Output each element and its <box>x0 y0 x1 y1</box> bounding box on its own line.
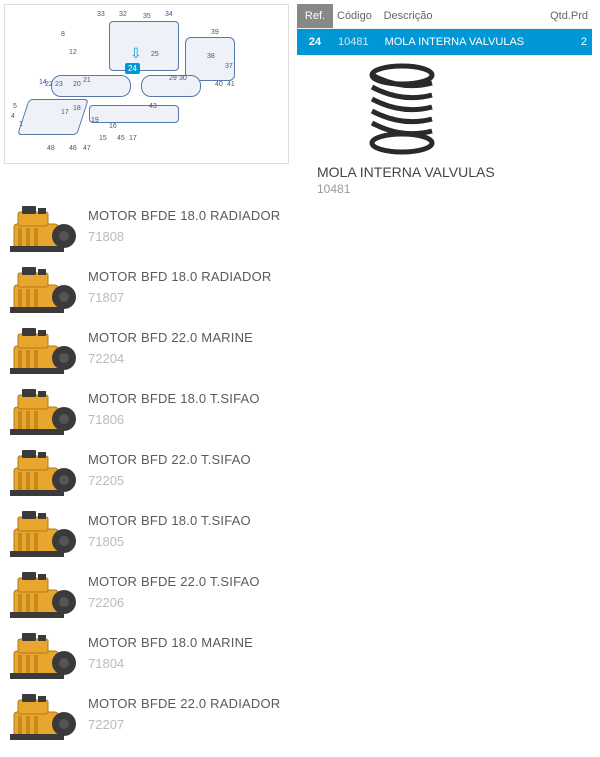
diagram-ref-number: 30 <box>179 75 187 82</box>
spring-icon <box>347 63 457 158</box>
diagram-ref-number: 35 <box>143 13 151 20</box>
motor-item[interactable]: MOTOR BFD 22.0 T.SIFAO 72205 <box>8 448 306 503</box>
product-preview: MOLA INTERNA VALVULAS 10481 <box>297 63 592 196</box>
diagram-ref-number: 34 <box>165 11 173 18</box>
parts-table: Ref. Código Descrição Qtd.Prd 24 10481 M… <box>297 4 592 55</box>
diagram-ref-number: 38 <box>207 53 215 60</box>
col-ref: Ref. <box>297 4 333 29</box>
diagram-ref-number: 22 <box>45 81 53 88</box>
motors-list: MOTOR BFDE 18.0 RADIADOR 71808 MOTOR BFD… <box>0 200 600 757</box>
diagram-ref-number: 19 <box>91 117 99 124</box>
motor-item[interactable]: MOTOR BFD 18.0 T.SIFAO 71805 <box>8 509 306 564</box>
diagram-ref-number: 32 <box>119 11 127 18</box>
motor-thumb <box>8 509 78 564</box>
motor-thumb <box>8 387 78 442</box>
motor-thumb <box>8 265 78 320</box>
diagram-ref-number: 16 <box>109 123 117 130</box>
motor-code: 71808 <box>88 229 280 244</box>
product-title: MOLA INTERNA VALVULAS <box>317 164 592 180</box>
product-code: 10481 <box>317 182 592 196</box>
diagram-ref-number: 8 <box>61 31 65 38</box>
motor-name: MOTOR BFD 18.0 RADIADOR <box>88 269 272 284</box>
diagram-ref-number: 17 <box>61 109 69 116</box>
col-descricao: Descrição <box>380 4 543 29</box>
motor-name: MOTOR BFDE 18.0 T.SIFAO <box>88 391 260 406</box>
motor-code: 72204 <box>88 351 253 366</box>
diagram-ref-number: 41 <box>227 81 235 88</box>
motor-thumb <box>8 326 78 381</box>
cell-ref: 24 <box>297 29 333 56</box>
motor-code: 71804 <box>88 656 253 671</box>
motor-code: 72207 <box>88 717 280 732</box>
diagram-ref-number: 1 <box>19 121 23 128</box>
diagram-ref-number: 29 <box>169 75 177 82</box>
diagram-ref-number: 15 <box>99 135 107 142</box>
motor-item[interactable]: MOTOR BFD 22.0 MARINE 72204 <box>8 326 306 381</box>
diagram-ref-number: 46 <box>69 145 77 152</box>
cell-codigo: 10481 <box>333 29 380 56</box>
motor-thumb <box>8 448 78 503</box>
motor-item[interactable]: MOTOR BFDE 18.0 RADIADOR 71808 <box>8 204 306 259</box>
diagram-ref-number: 4 <box>11 113 15 120</box>
exploded-diagram[interactable]: ⇩ 24 33 32 35 34 8 39 12 38 25 14 37 2021 2223 2930 41… <box>4 4 289 164</box>
cell-descricao: MOLA INTERNA VALVULAS <box>380 29 543 56</box>
diagram-ref-number: 48 <box>47 145 55 152</box>
motor-item[interactable]: MOTOR BFDE 18.0 T.SIFAO 71806 <box>8 387 306 442</box>
motor-item[interactable]: MOTOR BFD 18.0 RADIADOR 71807 <box>8 265 306 320</box>
motor-code: 72206 <box>88 595 260 610</box>
diagram-ref-number: 23 <box>55 81 63 88</box>
col-qtd: Qtd.Prd <box>542 4 592 29</box>
diagram-ref-number: 18 <box>73 105 81 112</box>
motor-thumb <box>8 631 78 686</box>
parts-table-row-selected[interactable]: 24 10481 MOLA INTERNA VALVULAS 2 <box>297 29 592 56</box>
diagram-ref-number: 37 <box>225 63 233 70</box>
diagram-ref-number: 20 <box>73 81 81 88</box>
diagram-ref-number: 25 <box>151 51 159 58</box>
diagram-ref-number: 17 <box>129 135 137 142</box>
motor-name: MOTOR BFD 22.0 MARINE <box>88 330 253 345</box>
motor-name: MOTOR BFD 18.0 MARINE <box>88 635 253 650</box>
motor-name: MOTOR BFD 18.0 T.SIFAO <box>88 513 251 528</box>
diagram-ref-number: 40 <box>215 81 223 88</box>
diagram-ref-number: 33 <box>97 11 105 18</box>
diagram-ref-number: 12 <box>69 49 77 56</box>
motor-code: 72205 <box>88 473 251 488</box>
motor-item[interactable]: MOTOR BFDE 22.0 RADIADOR 72207 <box>8 692 306 747</box>
motor-thumb <box>8 570 78 625</box>
motor-item[interactable]: MOTOR BFD 18.0 MARINE 71804 <box>8 631 306 686</box>
diagram-ref-number: 45 <box>117 135 125 142</box>
motor-item[interactable]: MOTOR BFDE 22.0 T.SIFAO 72206 <box>8 570 306 625</box>
motor-name: MOTOR BFDE 22.0 RADIADOR <box>88 696 280 711</box>
parts-table-header: Ref. Código Descrição Qtd.Prd <box>297 4 592 29</box>
motor-name: MOTOR BFD 22.0 T.SIFAO <box>88 452 251 467</box>
motor-code: 71806 <box>88 412 260 427</box>
diagram-ref-number: 47 <box>83 145 91 152</box>
motor-code: 71807 <box>88 290 272 305</box>
diagram-highlight-ref: 24 <box>125 63 140 74</box>
diagram-ref-number: 43 <box>149 103 157 110</box>
diagram-ref-number: 39 <box>211 29 219 36</box>
motor-thumb <box>8 204 78 259</box>
highlight-arrow-icon: ⇩ <box>130 45 142 62</box>
motor-thumb <box>8 692 78 747</box>
motor-code: 71805 <box>88 534 251 549</box>
col-codigo: Código <box>333 4 380 29</box>
diagram-ref-number: 21 <box>83 77 91 84</box>
motor-name: MOTOR BFDE 18.0 RADIADOR <box>88 208 280 223</box>
cell-qtd: 2 <box>542 29 592 56</box>
diagram-ref-number: 5 <box>13 103 17 110</box>
motor-name: MOTOR BFDE 22.0 T.SIFAO <box>88 574 260 589</box>
